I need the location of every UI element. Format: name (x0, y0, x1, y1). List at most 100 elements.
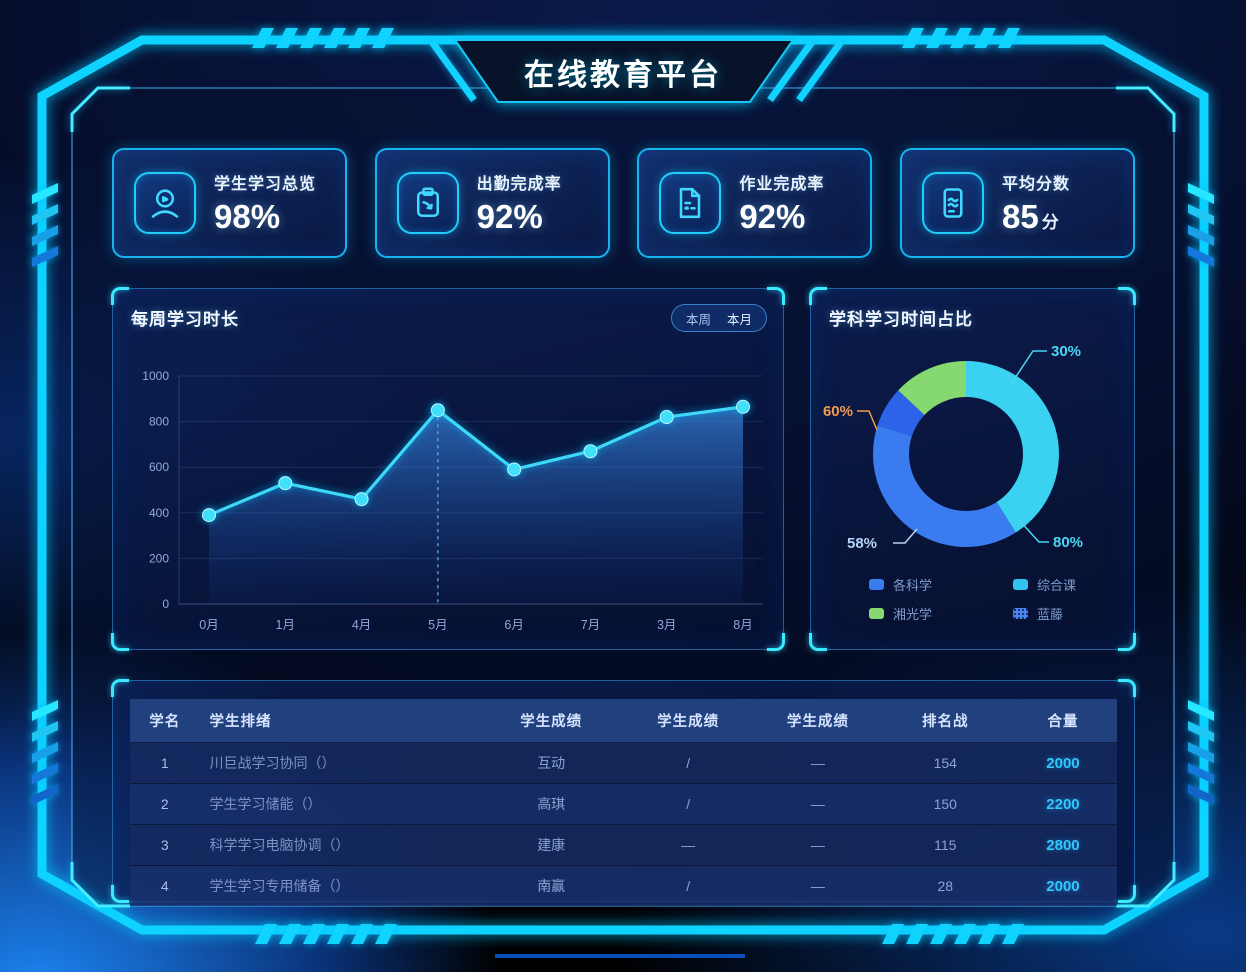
stat-label: 出勤完成率 (476, 176, 562, 193)
stat-label: 作业完成率 (739, 176, 825, 193)
svg-text:0: 0 (162, 597, 169, 611)
donut-chart-title: 学科学习时间占比 (829, 310, 973, 329)
table-cell: — (754, 742, 882, 784)
table-cell: 2000 (1008, 865, 1117, 906)
donut-legend: 各科学 综合课湘光学 蓝藤 (869, 575, 1076, 623)
legend-swatch (1013, 608, 1028, 619)
svg-text:1月: 1月 (276, 618, 295, 632)
students-table-panel: 学名 学生排绪 学生成绩 学生成绩 学生成绩 排名战 合量 1 川巨战学习协同（） 互动 / —15… (111, 679, 1136, 906)
students-table: 学名 学生排绪 学生成绩 学生成绩 学生成绩 排名战 合量 1 川巨战学习协同（） 互动 / —15… (130, 699, 1117, 906)
table-cell: 科学学习电脑协调（） (199, 824, 481, 866)
stat-card-homework: 作业完成率 92% (637, 148, 873, 258)
svg-text:8月: 8月 (733, 618, 752, 632)
stats-row: 学生学习总览 98% 出勤完成率 92% (112, 148, 1135, 258)
column-header: 学生成绩 (622, 699, 755, 743)
legend-item[interactable]: 湘光学 (869, 604, 1009, 623)
legend-label: 蓝藤 (1037, 607, 1064, 622)
table-cell: / (622, 865, 755, 906)
stat-label: 平均分数 (1001, 176, 1070, 193)
svg-text:400: 400 (149, 506, 169, 520)
page-title: 在线教育平台 (524, 59, 722, 92)
stat-value: 92% (739, 198, 806, 235)
range-toggle-week[interactable]: 本周 (685, 312, 711, 327)
svg-text:800: 800 (149, 415, 169, 429)
stat-card-overview: 学生学习总览 98% (112, 148, 347, 258)
weekly-study-panel: 每周学习时长 本周 本月 0 200 400 600 800 1000 0月 1月 4月 5月 6月… (111, 287, 785, 651)
table-cell: 学生学习专用储备（） (199, 865, 481, 906)
homework-doc-icon (659, 172, 722, 234)
stat-value: 85 (1001, 198, 1039, 235)
svg-text:7月: 7月 (581, 618, 600, 632)
table-cell: 2200 (1008, 783, 1117, 825)
column-header: 学生成绩 (480, 699, 623, 743)
svg-text:6月: 6月 (504, 618, 523, 632)
table-cell: 154 (881, 742, 1009, 784)
range-toggle[interactable]: 本周 本月 (670, 304, 767, 332)
svg-text:0月: 0月 (199, 618, 218, 632)
table-cell: / (622, 742, 755, 784)
table-cell: 2 (130, 783, 200, 825)
table-cell: 115 (881, 824, 1009, 866)
svg-text:4月: 4月 (352, 618, 371, 632)
svg-text:3月: 3月 (657, 618, 676, 632)
table-cell: — (754, 783, 882, 825)
svg-text:60%: 60% (823, 403, 853, 420)
table-row: 1 川巨战学习协同（） 互动 / —154 2000 (130, 742, 1117, 784)
weekly-study-line-chart: 0 200 400 600 800 1000 0月 1月 4月 5月 6月 7月 3月 8月 (142, 369, 763, 632)
column-header: 排名战 (881, 699, 1009, 743)
column-header: 学名 (130, 699, 200, 743)
table-cell: 4 (130, 865, 200, 906)
legend-label: 综合课 (1037, 578, 1077, 593)
table-cell: 3 (130, 824, 200, 866)
stat-card-average-score: 平均分数 85 分 (899, 148, 1135, 258)
legend-swatch (869, 608, 884, 619)
legend-swatch (1013, 579, 1028, 590)
table-cell: / (622, 783, 755, 825)
table-row: 2 学生学习储能（） 高琪 / —150 2200 (130, 783, 1117, 825)
score-sheet-icon (921, 172, 984, 234)
svg-text:58%: 58% (847, 535, 877, 552)
table-cell: — (622, 824, 755, 866)
svg-text:80%: 80% (1053, 534, 1083, 551)
legend-label: 各科学 (893, 578, 933, 593)
table-cell: 南赢 (480, 865, 623, 906)
svg-text:1000: 1000 (142, 369, 169, 383)
table-cell: 28 (881, 865, 1009, 906)
legend-item[interactable]: 综合课 (1013, 575, 1076, 594)
table-row: 4 学生学习专用储备（） 南赢 / —28 2000 (130, 865, 1117, 906)
legend-item[interactable]: 蓝藤 (1013, 604, 1076, 623)
svg-text:200: 200 (149, 551, 169, 565)
legend-item[interactable]: 各科学 (869, 575, 1009, 594)
svg-text:600: 600 (149, 460, 169, 474)
column-header: 学生成绩 (754, 699, 882, 743)
table-cell: 150 (881, 783, 1009, 825)
table-cell: — (754, 824, 882, 866)
table-header: 学名 学生排绪 学生成绩 学生成绩 学生成绩 排名战 合量 (130, 699, 1117, 743)
subject-time-panel: 学科学习时间占比 30% 60% 58% 80% 各科学 综合课湘光学 蓝藤 (809, 287, 1136, 651)
column-header: 学生排绪 (199, 699, 481, 743)
table-cell: 建康 (480, 824, 623, 866)
table-cell: 2800 (1008, 824, 1117, 866)
table-cell: 学生学习储能（） (199, 783, 481, 825)
table-cell: 1 (130, 742, 200, 784)
stat-value: 92% (476, 198, 543, 235)
legend-label: 湘光学 (893, 607, 933, 622)
table-cell: 2000 (1008, 742, 1117, 784)
stat-label: 学生学习总览 (214, 176, 317, 193)
table-cell: — (754, 865, 882, 906)
stat-card-attendance: 出勤完成率 92% (374, 148, 610, 258)
clipboard-icon (396, 172, 459, 234)
column-header: 合量 (1008, 699, 1117, 743)
table-cell: 高琪 (480, 783, 623, 825)
svg-text:5月: 5月 (428, 618, 447, 632)
stat-value: 98% (214, 198, 281, 235)
table-cell: 互动 (480, 742, 623, 784)
legend-swatch (869, 579, 884, 590)
line-chart-title: 每周学习时长 (131, 310, 239, 329)
user-icon (134, 172, 196, 234)
table-row: 3 科学学习电脑协调（） 建康 — —115 2800 (130, 824, 1117, 866)
svg-text:30%: 30% (1051, 343, 1081, 360)
range-toggle-month[interactable]: 本月 (726, 312, 752, 327)
table-cell: 川巨战学习协同（） (199, 742, 481, 784)
